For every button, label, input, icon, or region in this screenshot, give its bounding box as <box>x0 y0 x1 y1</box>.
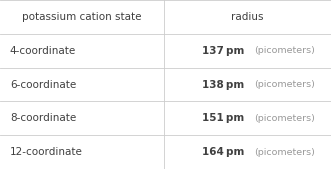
Text: 164 pm: 164 pm <box>202 147 244 157</box>
Text: radius: radius <box>231 12 264 22</box>
Text: 137 pm: 137 pm <box>202 46 244 56</box>
Text: 4-coordinate: 4-coordinate <box>10 46 76 56</box>
Text: potassium cation state: potassium cation state <box>22 12 142 22</box>
Text: 8-coordinate: 8-coordinate <box>10 113 76 123</box>
Text: (picometers): (picometers) <box>254 114 315 123</box>
Text: 12-coordinate: 12-coordinate <box>10 147 83 157</box>
Text: 151 pm: 151 pm <box>202 113 244 123</box>
Text: 138 pm: 138 pm <box>202 79 244 90</box>
Text: (picometers): (picometers) <box>254 80 315 89</box>
Text: (picometers): (picometers) <box>254 148 315 157</box>
Text: 6-coordinate: 6-coordinate <box>10 79 76 90</box>
Text: (picometers): (picometers) <box>254 46 315 55</box>
